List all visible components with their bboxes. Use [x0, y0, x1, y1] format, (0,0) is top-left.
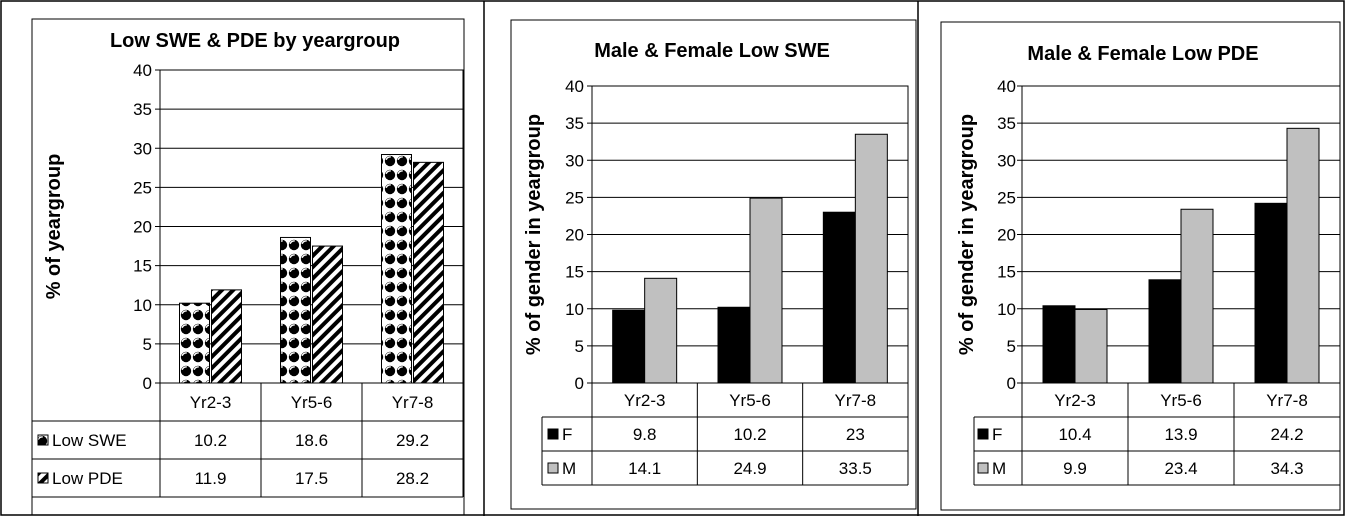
y-tick-label: 20 [997, 226, 1016, 245]
y-tick-label: 5 [1007, 337, 1016, 356]
bar-f-1 [717, 306, 751, 384]
data-label: 28.2 [396, 469, 429, 488]
data-label: 34.3 [1270, 459, 1303, 478]
legend-label: M [992, 459, 1006, 478]
y-tick-label: 15 [133, 257, 152, 276]
y-tick-label: 5 [575, 337, 584, 356]
data-label: 9.8 [633, 425, 657, 444]
category-label: Yr5-6 [729, 391, 771, 410]
y-tick-label: 5 [143, 335, 152, 354]
legend-label: F [992, 425, 1002, 444]
data-label: 14.1 [628, 459, 661, 478]
legend-swatch [547, 462, 559, 474]
data-label: 17.5 [295, 469, 328, 488]
y-axis-label: % of yeargroup [43, 154, 65, 300]
category-label: Yr2-3 [624, 391, 666, 410]
y-tick-label: 20 [565, 226, 584, 245]
legend-swatch [37, 434, 49, 446]
bar-f-1 [1148, 279, 1182, 384]
y-tick-label: 10 [997, 300, 1016, 319]
y-axis-label: % of gender in yeargroup [956, 114, 978, 355]
category-label: Yr2-3 [1054, 391, 1096, 410]
data-label: 24.2 [1270, 425, 1303, 444]
chart-male-female-low-pde: Male & Female Low PDE % of gender in year… [940, 21, 1341, 511]
data-label: 10.2 [194, 431, 227, 450]
bar-m-1 [1180, 208, 1214, 384]
bar-low-pde-0 [211, 289, 242, 384]
y-tick-label: 30 [997, 151, 1016, 170]
chart-title: Male & Female Low PDE [1027, 43, 1258, 65]
chart-title: Low SWE & PDE by yeargroup [110, 30, 400, 52]
y-tick-label: 15 [565, 263, 584, 282]
category-label: Yr7-8 [1266, 391, 1308, 410]
legend-swatch [547, 428, 559, 440]
data-label: 29.2 [396, 431, 429, 450]
bar-low-pde-1 [312, 245, 343, 384]
y-tick-label: 15 [997, 263, 1016, 282]
y-tick-label: 35 [997, 114, 1016, 133]
y-tick-label: 35 [565, 114, 584, 133]
y-tick-label: 20 [133, 218, 152, 237]
legend-swatch [977, 428, 989, 440]
category-label: Yr2-3 [190, 393, 232, 412]
chart-low-swe-pde-by-yeargroup: Low SWE & PDE by yeargroup % of yeargroup… [31, 18, 465, 516]
y-tick-label: 40 [997, 77, 1016, 96]
legend-swatch [37, 472, 49, 484]
y-tick-label: 25 [997, 188, 1016, 207]
y-tick-label: 40 [133, 61, 152, 80]
bar-f-0 [612, 309, 646, 384]
legend-label: M [562, 459, 576, 478]
data-label: 23.4 [1164, 459, 1197, 478]
bar-f-2 [822, 211, 856, 384]
legend-label: Low SWE [52, 431, 127, 450]
y-tick-label: 30 [133, 139, 152, 158]
category-label: Yr5-6 [291, 393, 333, 412]
bar-m-2 [1286, 127, 1320, 384]
bar-low-swe-2 [381, 154, 412, 384]
y-tick-label: 35 [133, 100, 152, 119]
chart-title: Male & Female Low SWE [594, 40, 830, 62]
chart-frame [31, 18, 465, 516]
y-tick-label: 0 [143, 374, 152, 393]
bar-f-2 [1254, 202, 1288, 384]
data-label: 18.6 [295, 431, 328, 450]
y-tick-label: 10 [133, 296, 152, 315]
y-axis-label: % of gender in yeargroup [523, 114, 545, 355]
y-tick-label: 0 [575, 374, 584, 393]
y-tick-label: 0 [1007, 374, 1016, 393]
data-label: 23 [846, 425, 865, 444]
data-label: 9.9 [1063, 459, 1087, 478]
chart-male-female-low-swe: Male & Female Low SWE % of gender in year… [510, 19, 917, 510]
bar-m-2 [854, 133, 888, 384]
bar-m-0 [644, 277, 678, 384]
bar-low-pde-2 [413, 161, 444, 384]
y-tick-label: 25 [133, 178, 152, 197]
bar-f-0 [1042, 305, 1076, 384]
category-label: Yr5-6 [1160, 391, 1202, 410]
legend-swatch [977, 462, 989, 474]
y-tick-label: 40 [565, 77, 584, 96]
data-label: 13.9 [1164, 425, 1197, 444]
bar-low-swe-1 [280, 236, 311, 384]
data-label: 10.2 [733, 425, 766, 444]
category-label: Yr7-8 [392, 393, 434, 412]
y-tick-label: 10 [565, 300, 584, 319]
plot-area [159, 69, 464, 384]
y-tick-label: 30 [565, 151, 584, 170]
bar-m-1 [749, 197, 783, 384]
bar-low-swe-0 [179, 302, 210, 384]
data-label: 33.5 [839, 459, 872, 478]
y-tick-label: 25 [565, 188, 584, 207]
bar-m-0 [1074, 308, 1108, 384]
legend-label: Low PDE [52, 469, 123, 488]
data-label: 10.4 [1058, 425, 1091, 444]
legend-label: F [562, 425, 572, 444]
data-label: 11.9 [195, 469, 227, 488]
category-label: Yr7-8 [835, 391, 877, 410]
data-label: 24.9 [733, 459, 766, 478]
chart-frame [510, 19, 917, 510]
